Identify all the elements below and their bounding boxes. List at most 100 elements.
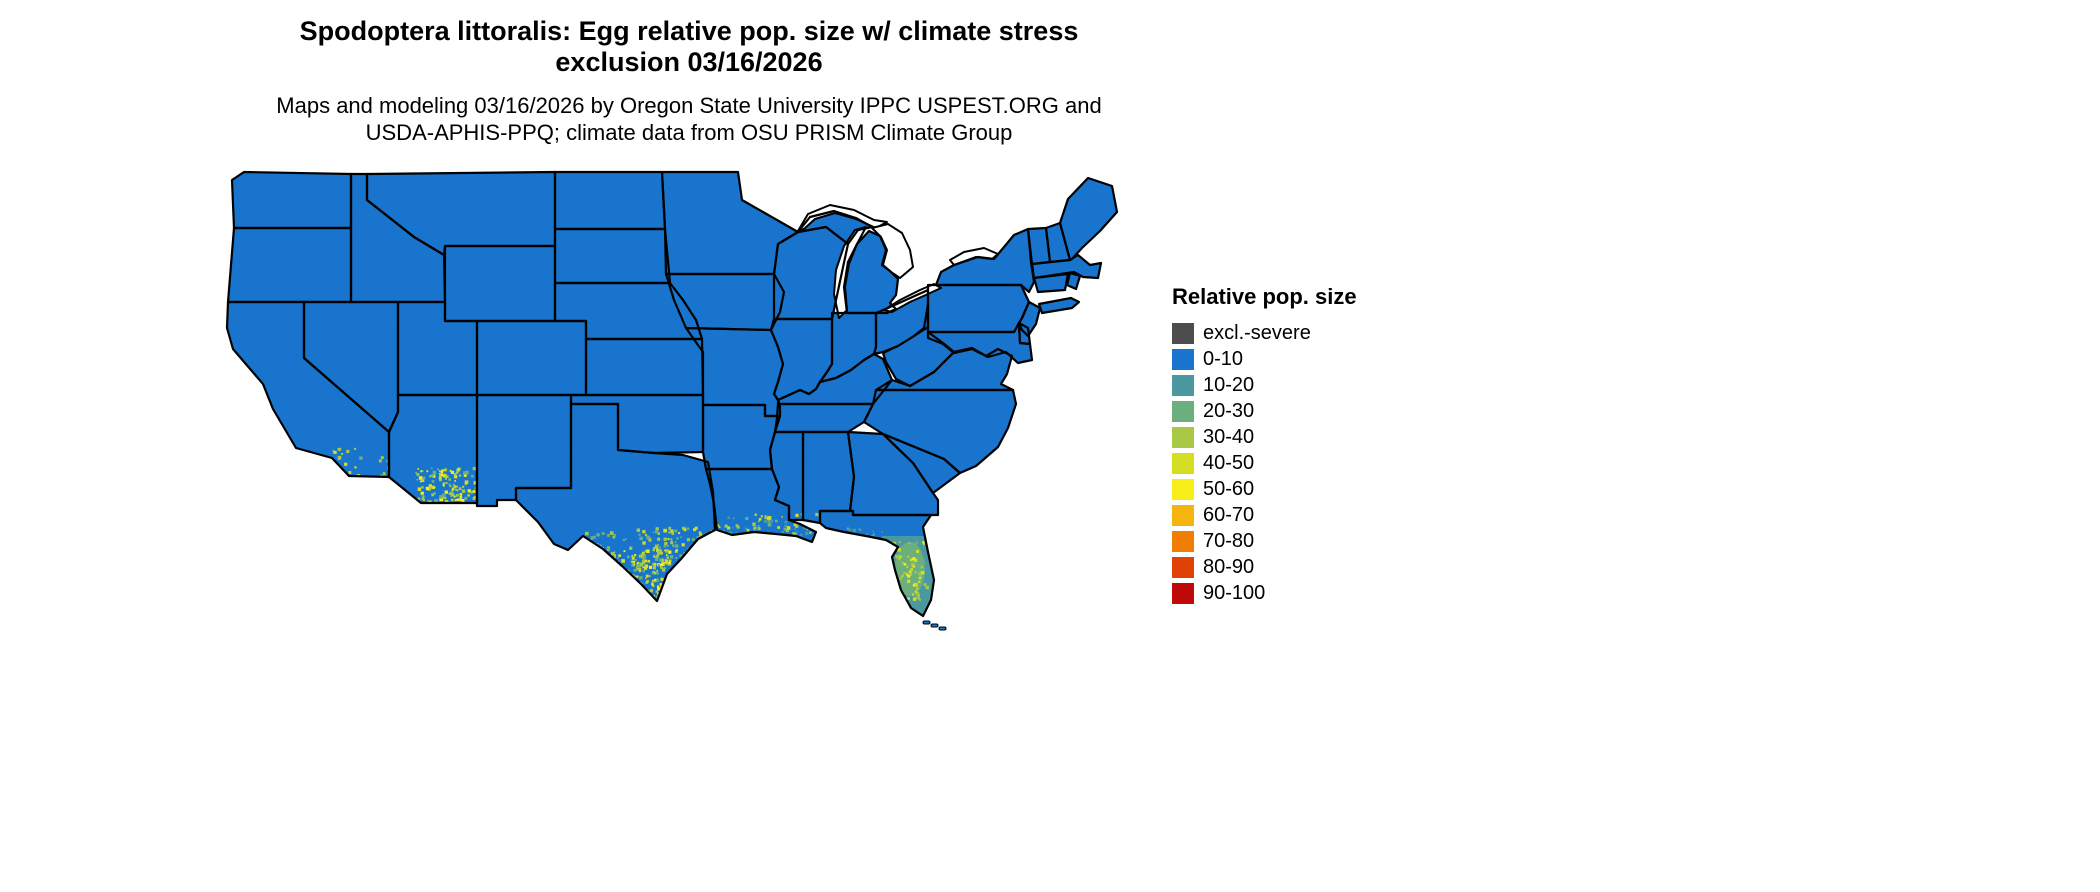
overlay-southern-arizona — [415, 467, 477, 503]
legend-items: excl.-severe 0-10 10-20 20-30 30-40 40-50 50-6… — [1172, 320, 1357, 606]
legend-item-60-70: 60-70 — [1172, 502, 1357, 528]
state-border-KY — [776, 352, 894, 406]
state-borders — [225, 170, 1119, 618]
legend-item-label: 90-100 — [1203, 582, 1266, 604]
legend-item-label: 40-50 — [1203, 452, 1255, 474]
state-fill-OH — [874, 290, 928, 354]
state-fill-OK — [571, 395, 703, 453]
state-fill-SD — [555, 229, 670, 283]
legend-swatch-10-20 — [1172, 374, 1194, 396]
state-fill-IN — [820, 313, 876, 382]
legend-item-80-90: 80-90 — [1172, 554, 1357, 580]
state-border-NY — [934, 227, 1036, 294]
state-fill-CA — [227, 302, 389, 477]
state-fill-NV — [304, 302, 398, 432]
state-fill-NY — [936, 229, 1034, 292]
state-fill-PA — [928, 285, 1029, 332]
state-border-MI-UP — [796, 209, 874, 246]
state-fill-TX — [516, 404, 715, 601]
legend-item-label: 70-80 — [1203, 530, 1255, 552]
legend-item-label: 20-30 — [1203, 400, 1255, 422]
state-fill-GA — [848, 432, 938, 515]
legend-swatch-60-70 — [1172, 504, 1194, 526]
legend-item-50-60: 50-60 — [1172, 476, 1357, 502]
overlay-florida-ridge-hot — [903, 556, 918, 587]
figure-subtitle-line1: Maps and modeling 03/16/2026 by Oregon S… — [276, 93, 1102, 118]
legend-swatch-50-60 — [1172, 478, 1194, 500]
state-border-FL — [818, 509, 936, 618]
state-border-RI — [1065, 271, 1082, 291]
legend-item-90-100: 90-100 — [1172, 580, 1357, 606]
state-fill-NC — [864, 390, 1016, 473]
legend-item-70-80: 70-80 — [1172, 528, 1357, 554]
state-fill-KS — [586, 339, 703, 395]
overlay-florida-ridge-speckle — [892, 541, 930, 601]
state-fill-ND — [555, 172, 665, 229]
map-legend: Relative pop. size excl.-severe 0-10 10-20… — [1172, 284, 1357, 606]
state-fill-WV — [883, 304, 954, 386]
state-fill-MS — [770, 432, 803, 520]
state-fill-NM — [477, 395, 571, 506]
legend-swatch-excl.-severe — [1172, 322, 1194, 344]
state-fill-OR — [228, 228, 351, 302]
state-fill-TN — [775, 404, 873, 432]
state-fill-CO — [477, 321, 586, 395]
state-fill-NH — [1046, 223, 1070, 262]
state-fill-WY — [445, 246, 555, 321]
state-fill-IL — [771, 319, 832, 400]
legend-item-10-20: 10-20 — [1172, 372, 1357, 398]
legend-title: Relative pop. size — [1172, 284, 1357, 309]
overlay-socal-coast — [332, 447, 363, 477]
state-fill-WA — [232, 172, 351, 228]
figure-subtitle-line2: USDA-APHIS-PPQ; climate data from OSU PR… — [365, 120, 1013, 145]
legend-item-0-10: 0-10 — [1172, 346, 1357, 372]
us-map — [225, 170, 1119, 631]
figure-title-line1: Spodoptera littoralis: Egg relative pop.… — [299, 16, 1079, 46]
figure-title-line2: exclusion 03/16/2026 — [555, 47, 823, 77]
legend-swatch-80-90 — [1172, 556, 1194, 578]
state-fill-AR — [703, 405, 780, 469]
state-fill-VA — [876, 348, 1013, 390]
legend-item-excl.-severe: excl.-severe — [1172, 320, 1357, 346]
overlay-florida-interior-green — [895, 542, 925, 596]
state-fill-NY-LI — [1039, 298, 1079, 313]
legend-item-label: 50-60 — [1203, 478, 1255, 500]
state-fill-SC — [883, 434, 960, 493]
legend-swatch-0-10 — [1172, 348, 1194, 370]
state-fill-MN — [662, 172, 798, 274]
legend-item-label: 0-10 — [1203, 348, 1244, 370]
legend-swatch-30-40 — [1172, 426, 1194, 448]
state-fill-NE — [555, 283, 702, 339]
state-border-IA — [664, 272, 786, 332]
legend-swatch-70-80 — [1172, 530, 1194, 552]
state-fill-ME — [1060, 178, 1117, 260]
state-fill-UT — [398, 302, 477, 395]
state-border-CT — [1032, 272, 1070, 294]
legend-item-label: 60-70 — [1203, 504, 1255, 526]
legend-item-20-30: 20-30 — [1172, 398, 1357, 424]
florida-keys — [922, 620, 947, 631]
state-border-TX — [514, 402, 717, 603]
state-fill-WI — [774, 227, 848, 319]
state-fill-VT — [1028, 228, 1050, 264]
state-fill-IA — [666, 274, 784, 330]
legend-item-40-50: 40-50 — [1172, 450, 1357, 476]
state-fill-AL — [803, 432, 854, 523]
legend-item-label: 10-20 — [1203, 374, 1255, 396]
legend-item-30-40: 30-40 — [1172, 424, 1357, 450]
legend-item-label: 30-40 — [1203, 426, 1255, 448]
state-border-NJ — [1017, 300, 1042, 338]
state-border-MD — [926, 321, 1034, 365]
state-fill-LA — [706, 469, 816, 542]
legend-swatch-90-100 — [1172, 582, 1194, 604]
figure-header: Spodoptera littoralis: Egg relative pop.… — [0, 16, 1378, 146]
state-border-NY-LI — [1037, 296, 1081, 315]
state-border-SC — [881, 432, 962, 495]
legend-swatch-40-50 — [1172, 452, 1194, 474]
legend-item-label: excl.-severe — [1203, 322, 1311, 344]
state-fill-CT — [1034, 274, 1068, 292]
legend-swatch-20-30 — [1172, 400, 1194, 422]
state-fill-MT — [367, 172, 555, 255]
state-border-MI — [842, 229, 900, 315]
